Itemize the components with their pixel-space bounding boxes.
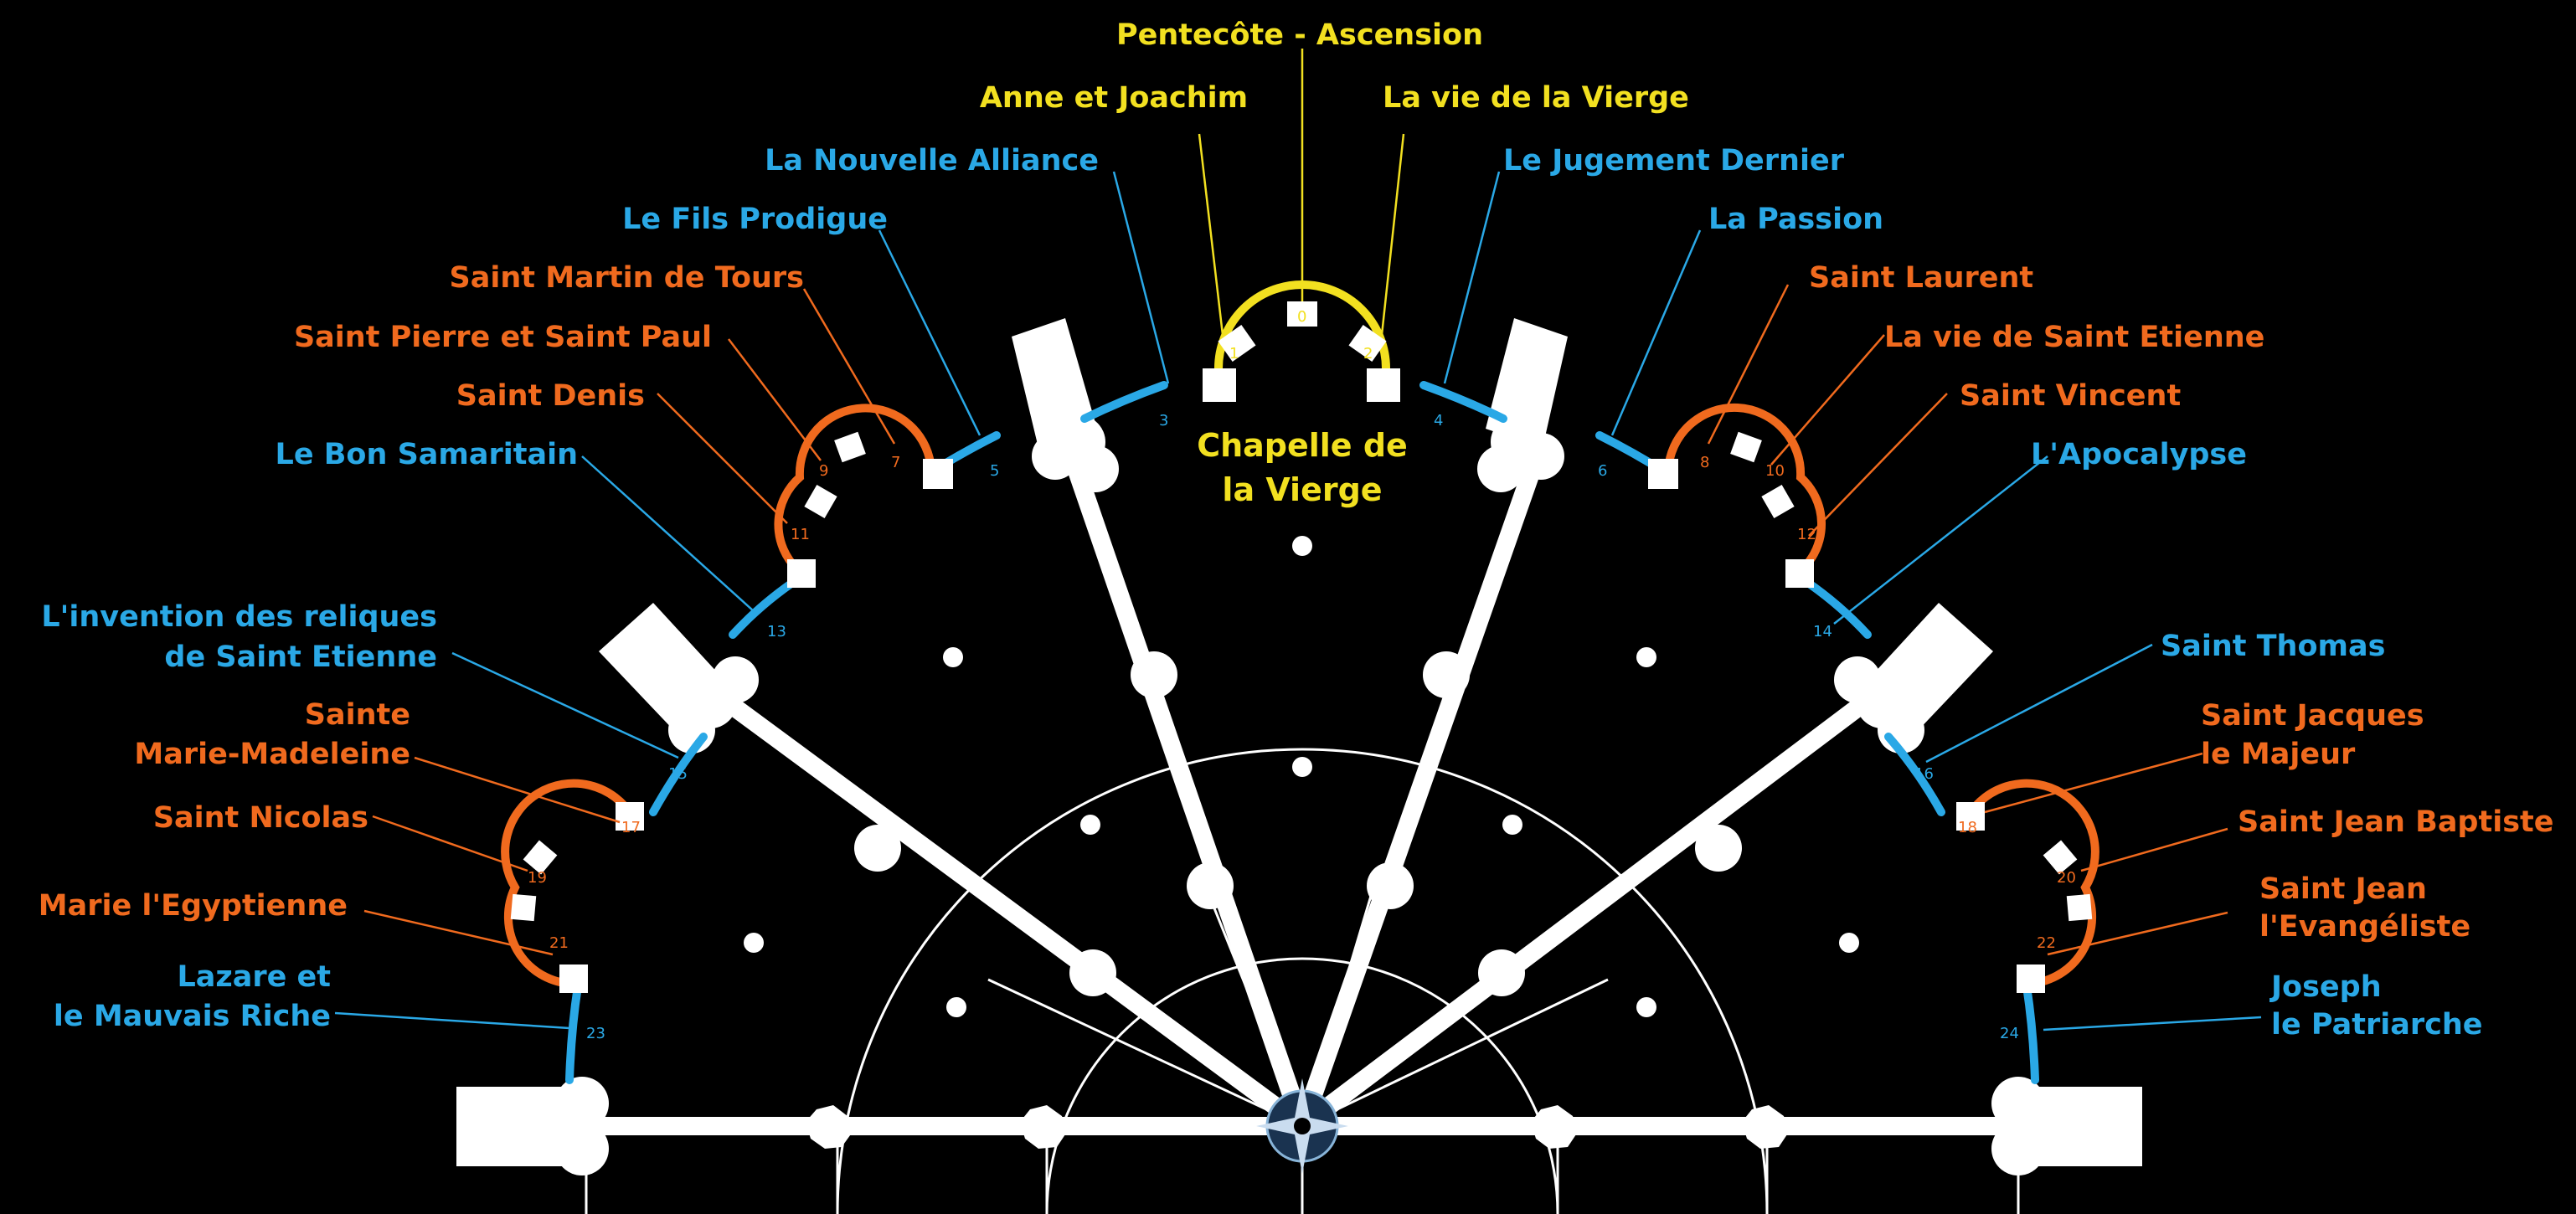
compass-rose-icon — [1256, 1078, 1348, 1174]
chapel-title-line-2: la Vierge — [1222, 471, 1382, 508]
label-thomas: Saint Thomas — [2161, 630, 2385, 663]
label-nouvelle-alliance: La Nouvelle Alliance — [765, 144, 1099, 177]
window-number: 8 — [1700, 454, 1709, 471]
window-number: 6 — [1598, 462, 1607, 480]
label-jacques-1: Saint Jacques — [2201, 699, 2424, 733]
window-number: 13 — [767, 623, 786, 640]
chapel-title-line-1: Chapelle de — [1197, 427, 1408, 464]
window-number: 19 — [528, 869, 547, 887]
buttresses — [456, 318, 2142, 1175]
label-apocalypse: L'Apocalypse — [2031, 438, 2247, 471]
window-number: 24 — [2000, 1025, 2019, 1042]
label-vie-etienne: La vie de Saint Etienne — [1884, 321, 2264, 354]
keystones — [744, 536, 1859, 1017]
window-number: 12 — [1797, 526, 1816, 543]
label-fils-prodigue: Le Fils Prodigue — [622, 203, 888, 236]
label-vie-vierge: La vie de la Vierge — [1383, 81, 1689, 115]
leader-lines — [334, 49, 2262, 1031]
label-jacques-2: le Majeur — [2201, 738, 2356, 771]
label-lazare-1: Lazare et — [177, 960, 331, 994]
chapel-title: Chapelle de la Vierge — [1197, 427, 1408, 508]
label-anne-joachim: Anne et Joachim — [980, 81, 1248, 115]
label-marie-mad-1: Sainte — [305, 698, 410, 732]
window-blocks — [510, 301, 2093, 993]
window-number: 9 — [819, 462, 828, 480]
labels: Pentecôte - Ascension Anne et Joachim La… — [39, 18, 2554, 1042]
window-number: 11 — [791, 526, 810, 543]
window-number: 21 — [549, 934, 569, 952]
label-nicolas: Saint Nicolas — [153, 801, 368, 835]
label-invention-1: L'invention des reliques — [41, 600, 437, 634]
label-jean-baptiste: Saint Jean Baptiste — [2238, 805, 2554, 839]
label-martin: Saint Martin de Tours — [450, 261, 804, 295]
window-number: 15 — [668, 765, 688, 783]
window-number: 5 — [990, 462, 999, 480]
window-number: 2 — [1363, 345, 1373, 363]
pillars — [806, 651, 1789, 1149]
walls — [577, 444, 2027, 1139]
window-number: 4 — [1434, 412, 1443, 430]
window-number: 0 — [1297, 308, 1306, 326]
label-passion: La Passion — [1708, 203, 1883, 236]
window-number: 7 — [891, 454, 900, 471]
label-egyptienne: Marie l'Egyptienne — [39, 889, 348, 923]
label-jean-evang-1: Saint Jean — [2259, 872, 2427, 906]
label-joseph-2: le Patriarche — [2271, 1008, 2483, 1042]
label-marie-mad-2: Marie-Madeleine — [134, 738, 410, 771]
window-number: 10 — [1765, 462, 1785, 480]
window-number: 16 — [1914, 765, 1934, 783]
window-number: 17 — [621, 819, 641, 836]
label-joseph-1: Joseph — [2269, 970, 2382, 1004]
window-number: 23 — [586, 1025, 605, 1042]
label-pierre-paul: Saint Pierre et Saint Paul — [294, 321, 712, 354]
label-vincent: Saint Vincent — [1960, 379, 2181, 413]
window-arcs — [501, 280, 2099, 1084]
window-number: 20 — [2057, 869, 2076, 887]
window-number: 3 — [1159, 412, 1168, 430]
window-number: 1 — [1229, 345, 1239, 363]
window-number: 18 — [1958, 819, 1977, 836]
label-pentecote: Pentecôte - Ascension — [1116, 18, 1483, 52]
label-jugement: Le Jugement Dernier — [1503, 144, 1845, 177]
label-lazare-2: le Mauvais Riche — [54, 1000, 331, 1033]
label-laurent: Saint Laurent — [1809, 261, 2033, 295]
window-numbers: 0 1 2 3 4 5 6 7 8 9 10 11 12 13 14 15 16… — [528, 308, 2076, 1042]
label-denis: Saint Denis — [456, 379, 645, 413]
label-bon-samaritain: Le Bon Samaritain — [276, 438, 578, 471]
label-jean-evang-2: l'Evangéliste — [2259, 910, 2470, 944]
window-number: 22 — [2037, 934, 2056, 952]
window-number: 14 — [1813, 623, 1832, 640]
label-invention-2: de Saint Etienne — [164, 640, 437, 674]
